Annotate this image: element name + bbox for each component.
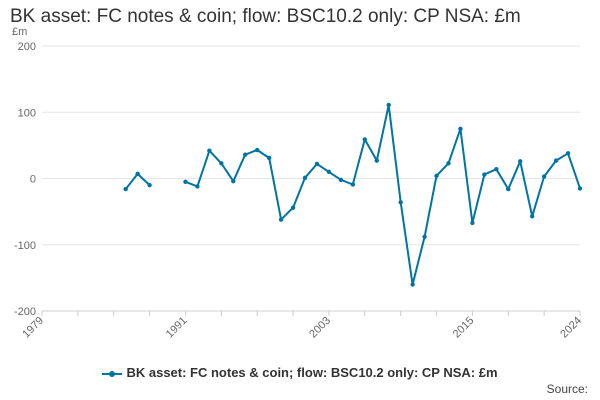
legend[interactable]: BK asset: FC notes & coin; flow: BSC10.2… xyxy=(0,365,600,380)
data-point xyxy=(506,186,511,192)
data-point xyxy=(123,186,128,192)
legend-line-marker-icon xyxy=(102,370,123,378)
x-tick-label: 2003 xyxy=(307,315,333,341)
data-points xyxy=(123,102,583,287)
series-line xyxy=(124,172,151,190)
data-point xyxy=(529,214,535,219)
data-point xyxy=(207,148,212,153)
axes: -200 -100 0 100 200 £m 1979 1991 2003 2015 2024 xyxy=(12,26,584,340)
y-axis-label: £m xyxy=(12,26,27,38)
y-tick-label: 0 xyxy=(30,174,36,186)
data-point xyxy=(302,175,308,181)
x-tick-label: 2024 xyxy=(558,315,584,341)
data-point xyxy=(386,102,391,108)
data-point xyxy=(398,200,403,205)
data-point xyxy=(577,186,583,191)
data-point xyxy=(518,159,523,164)
data-point xyxy=(338,177,344,183)
data-point xyxy=(266,155,272,161)
data-point xyxy=(243,152,248,157)
source-label: Source: xyxy=(546,382,588,396)
data-point xyxy=(290,205,296,210)
data-point xyxy=(458,126,463,132)
data-point xyxy=(374,158,379,163)
y-tick-label: 200 xyxy=(18,41,36,53)
series-line xyxy=(185,104,581,286)
y-tick-label: 100 xyxy=(18,107,36,119)
data-point xyxy=(422,234,427,239)
data-point xyxy=(219,161,224,166)
data-point xyxy=(183,179,188,185)
data-point xyxy=(255,147,260,153)
chart-title: BK asset: FC notes & coin; flow: BSC10.2… xyxy=(10,6,521,27)
data-point xyxy=(482,172,487,177)
data-point xyxy=(362,137,367,142)
data-point xyxy=(410,282,415,287)
gridlines xyxy=(42,45,580,312)
data-point xyxy=(278,217,284,222)
data-point xyxy=(565,151,571,156)
data-point xyxy=(195,184,200,189)
x-tick-label: 1979 xyxy=(20,315,46,341)
data-point xyxy=(231,178,236,184)
data-point xyxy=(135,171,140,177)
y-tick-label: -100 xyxy=(14,240,36,252)
x-tick-label: 2015 xyxy=(451,315,477,341)
data-point xyxy=(314,161,320,167)
x-tick-label: 1991 xyxy=(164,315,190,341)
data-point xyxy=(446,161,451,166)
data-point xyxy=(494,167,499,172)
series-line-layer xyxy=(124,104,581,286)
data-point xyxy=(350,182,356,187)
data-point xyxy=(553,158,559,163)
data-point xyxy=(541,174,547,179)
data-point xyxy=(470,220,475,226)
data-point xyxy=(434,173,439,179)
data-point xyxy=(147,182,152,188)
y-tick-label: -200 xyxy=(14,306,36,318)
data-point xyxy=(326,169,332,175)
legend-label: BK asset: FC notes & coin; flow: BSC10.2… xyxy=(126,365,498,380)
